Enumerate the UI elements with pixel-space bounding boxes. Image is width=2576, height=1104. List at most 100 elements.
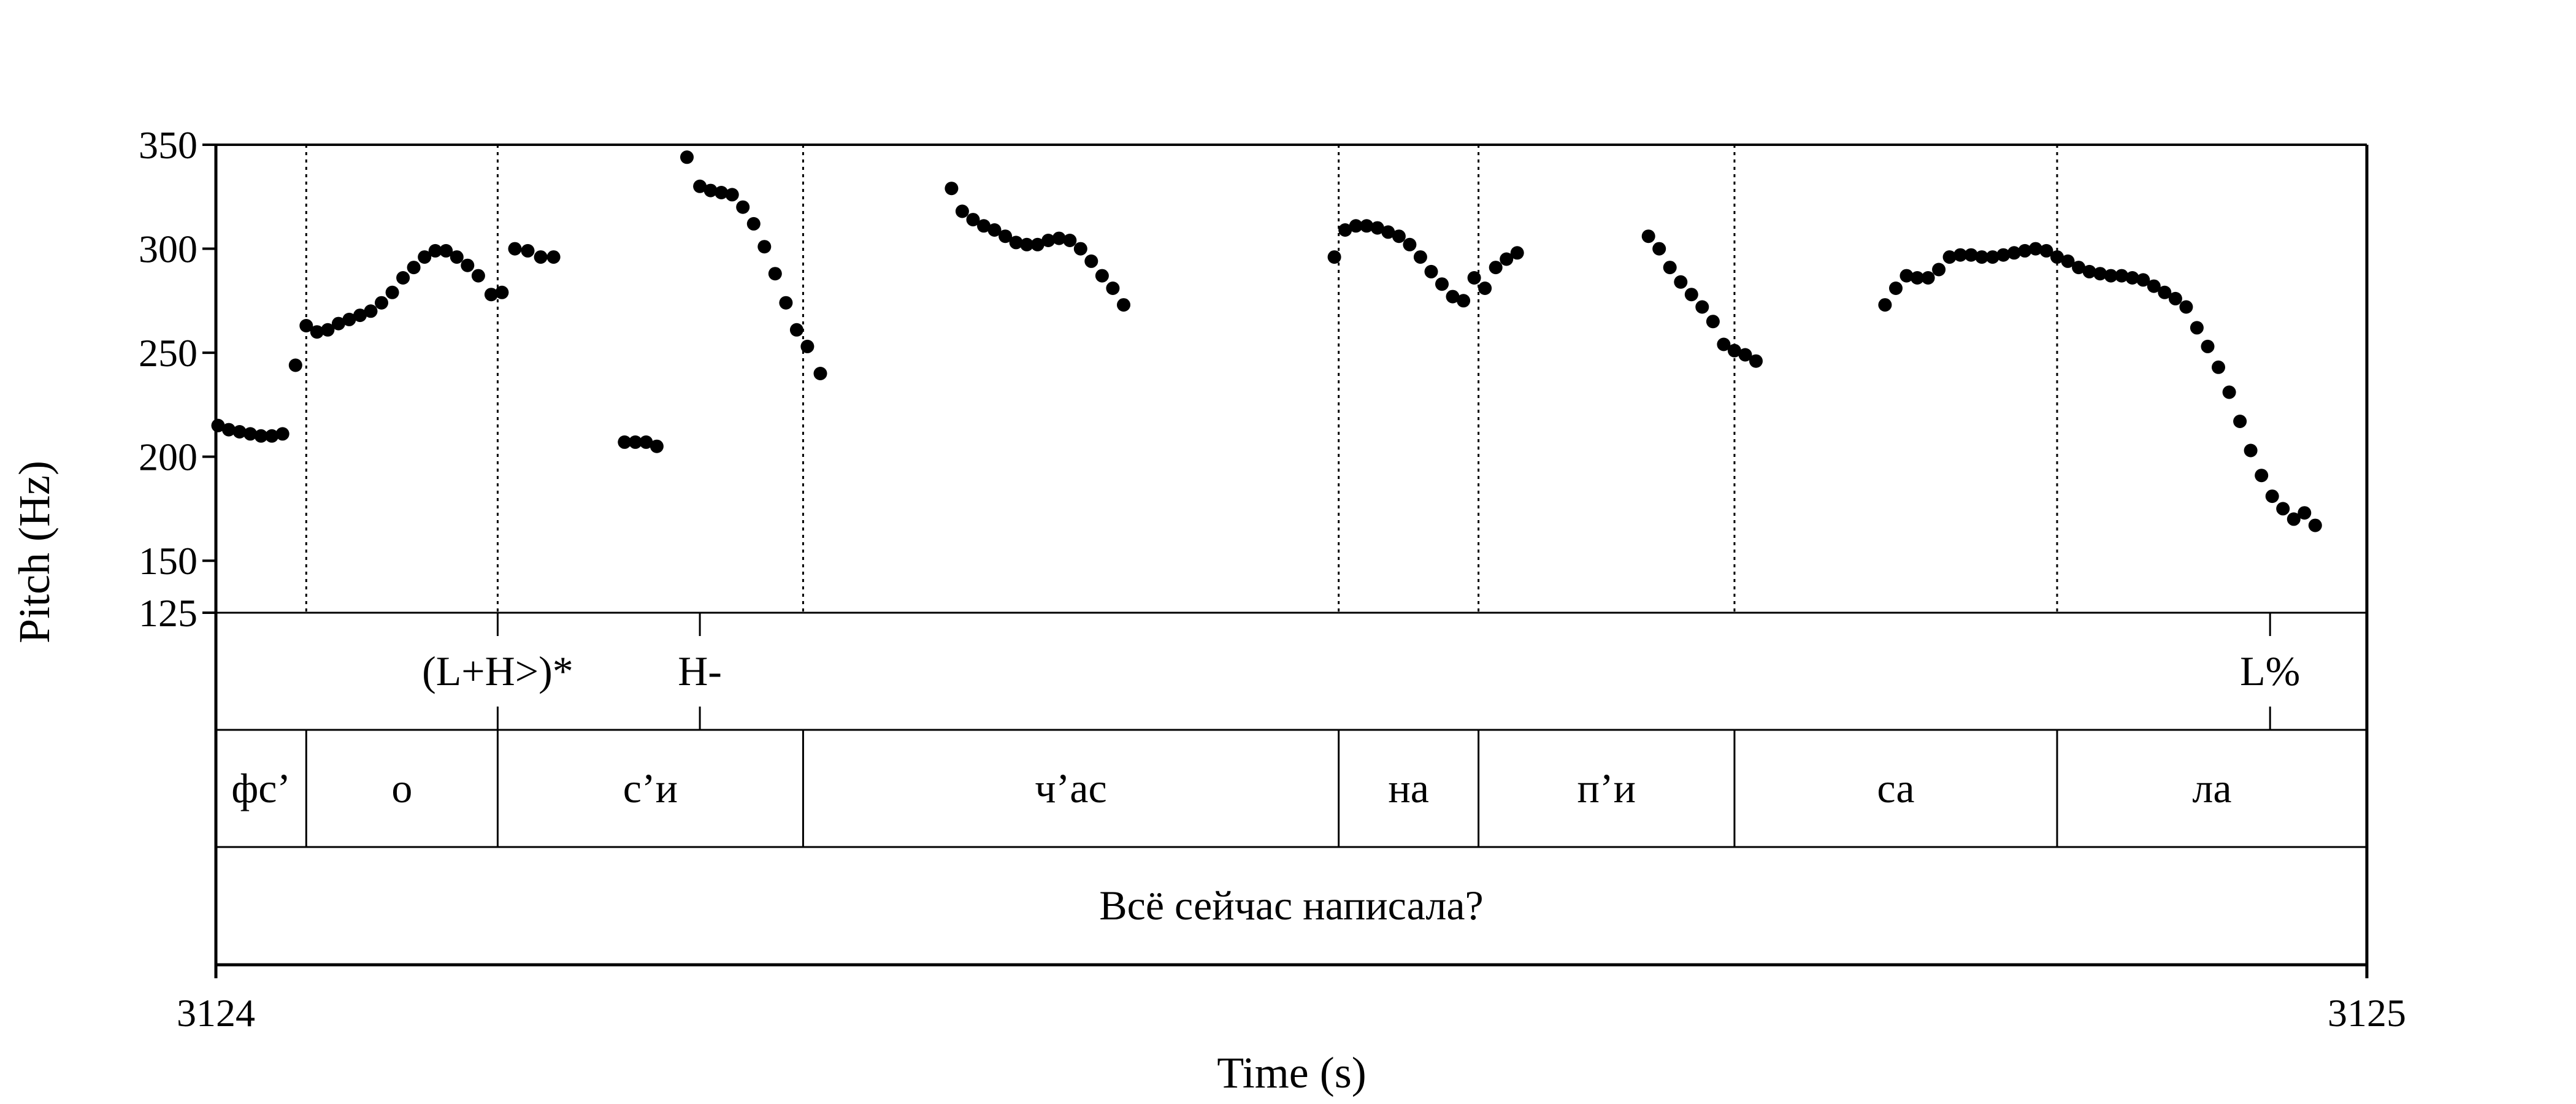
pitch-point [439, 243, 453, 258]
pitch-point [1996, 248, 2011, 262]
pitch-point [1457, 294, 1471, 308]
syllable-label: ла [2192, 765, 2231, 811]
pitch-point [1467, 271, 1481, 285]
pitch-point [725, 188, 739, 202]
pitch-point [2233, 415, 2247, 428]
pitch-point [1030, 237, 1045, 251]
pitch-point [757, 240, 772, 254]
pitch-point [1911, 271, 1924, 285]
pitch-point [1899, 269, 1914, 283]
syllable-label: фс’ [231, 765, 291, 811]
pitch-point [2072, 261, 2086, 275]
pitch-point [1749, 354, 1763, 368]
pitch-point [628, 435, 642, 449]
pitch-point [353, 309, 367, 323]
x-tick-label: 3125 [2328, 991, 2406, 1035]
pitch-point [2136, 273, 2150, 287]
pitch-point [2093, 267, 2107, 281]
pitch-point [1020, 237, 1034, 251]
pitch-point [789, 323, 803, 337]
pitch-point [2265, 489, 2279, 504]
pitch-point [768, 267, 782, 281]
pitch-point [813, 367, 827, 380]
pitch-point [428, 243, 442, 258]
pitch-point [254, 429, 268, 443]
pitch-point [1717, 337, 1731, 351]
pitch-point [955, 204, 969, 218]
pitch-point [1349, 219, 1363, 233]
tone-label: H- [678, 648, 722, 694]
pitch-point [2082, 264, 2096, 278]
pitch-point [2104, 269, 2118, 283]
tone-label: L% [2240, 648, 2300, 694]
pitch-point [1878, 298, 1892, 312]
pitch-point [222, 423, 236, 437]
pitch-point [1435, 277, 1449, 291]
phrase-label: Всё сейчас написала? [1099, 882, 1483, 929]
pitch-point [1684, 288, 1698, 302]
pitch-point [977, 219, 991, 233]
y-tick-label: 350 [139, 123, 197, 167]
pitch-point [800, 339, 815, 353]
pitch-point [546, 250, 561, 264]
pitch-point [288, 358, 302, 372]
pitch-point [746, 217, 761, 231]
pitch-point [999, 229, 1013, 243]
syllable-label: с’и [623, 765, 678, 811]
pitch-points [211, 150, 2322, 532]
pitch-point [521, 243, 535, 258]
y-axis: 125 150 200 250 300 350 [139, 123, 216, 635]
pitch-point [321, 323, 335, 337]
pitch-point [1489, 261, 1503, 275]
pitch-point [1663, 261, 1677, 275]
pitch-point [2222, 385, 2236, 399]
pitch-point [396, 271, 410, 285]
pitch-point [1921, 271, 1935, 285]
pitch-point [2179, 300, 2193, 314]
pitch-point [693, 179, 707, 193]
pitch-point [407, 261, 421, 275]
pitch-point [1327, 250, 1341, 264]
pitch-point [2201, 339, 2215, 353]
pitch-point [1084, 254, 1098, 268]
pitch-point [364, 304, 378, 318]
pitch-point [1674, 275, 1688, 289]
pitch-point [1063, 234, 1077, 247]
pitch-point [1052, 231, 1066, 245]
pitch-point [2115, 269, 2129, 283]
y-tick-label: 150 [139, 539, 197, 583]
pitch-point [1381, 225, 1395, 239]
pitch-point [618, 435, 632, 449]
pitch-point [299, 319, 313, 332]
pitch-point [2018, 243, 2032, 258]
boundary-lines [305, 145, 2058, 847]
pitch-point [1942, 250, 1957, 264]
y-tick-label: 300 [139, 228, 197, 271]
pitch-point [2308, 518, 2322, 532]
pitch-point [1338, 223, 1352, 237]
pitch-point [2061, 254, 2075, 268]
pitch-point [2255, 469, 2269, 483]
pitch-point [2190, 321, 2204, 335]
pitch-point [1695, 300, 1709, 314]
pitch-point [450, 250, 464, 264]
pitch-point [2125, 271, 2139, 285]
pitch-point [1641, 229, 1655, 243]
pitch-point [2298, 506, 2312, 520]
y-tick-label: 125 [139, 591, 197, 635]
pitch-point [2244, 443, 2258, 458]
pitch-point [736, 200, 750, 214]
pitch-point [680, 150, 694, 164]
pitch-point [1446, 289, 1460, 304]
pitch-point [508, 242, 522, 256]
pitch-point [1117, 298, 1130, 312]
pitch-point [275, 427, 289, 441]
pitch-point [471, 269, 485, 283]
pitch-point [1500, 252, 1514, 266]
pitch-point [2158, 285, 2172, 299]
pitch-point [1360, 219, 1374, 233]
pitch-point [1964, 248, 1978, 262]
syllable-label: са [1877, 765, 1914, 811]
pitch-point [650, 439, 664, 453]
pitch-point [639, 435, 653, 449]
